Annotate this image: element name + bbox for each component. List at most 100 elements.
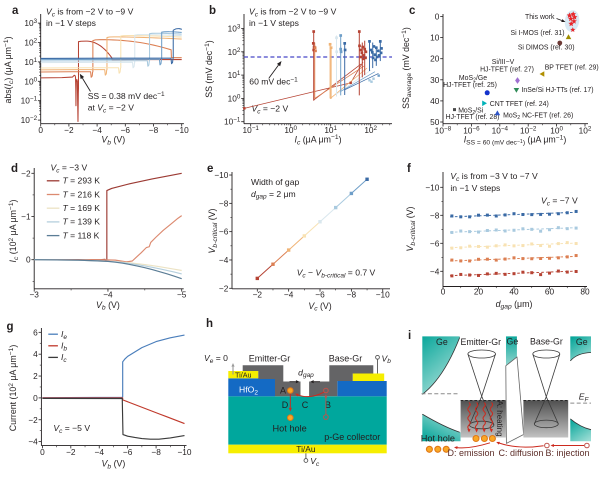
svg-text:C: C (302, 400, 309, 410)
svg-text:in −1 V steps: in −1 V steps (450, 183, 500, 193)
svg-text:InSe/Si HJ-TTs (ref. 17): InSe/Si HJ-TTs (ref. 17) (522, 87, 594, 94)
svg-text:100: 100 (550, 125, 563, 135)
svg-text:D: emission: D: emission (448, 448, 495, 458)
svg-text:Si DIMOS (ref. 30): Si DIMOS (ref. 30) (518, 44, 575, 51)
svg-text:Vc is from −2 V to −9 V: Vc is from −2 V to −9 V (46, 6, 134, 18)
svg-text:b: b (209, 5, 216, 17)
svg-text:60 mV dec−1: 60 mV dec−1 (249, 76, 298, 86)
svg-text:10−8: 10−8 (435, 125, 452, 135)
svg-text:Vc = −2 V: Vc = −2 V (252, 104, 289, 116)
svg-text:Base-Gr: Base-Gr (530, 337, 563, 347)
svg-text:Ge: Ge (507, 337, 519, 347)
svg-text:10: 10 (430, 33, 440, 43)
svg-text:HJ-TFET (ref. 28): HJ-TFET (ref. 28) (446, 114, 500, 121)
svg-text:−4: −4 (95, 447, 105, 457)
svg-text:MoS2/Ge: MoS2/Ge (459, 75, 487, 84)
svg-text:Width of gap: Width of gap (251, 177, 299, 187)
svg-text:a: a (12, 5, 19, 17)
svg-text:10−1: 10−1 (242, 125, 259, 135)
svg-text:−2: −2 (28, 415, 38, 425)
svg-text:−8: −8 (430, 210, 440, 220)
svg-text:102: 102 (228, 47, 241, 57)
svg-text:−5: −5 (177, 289, 187, 299)
svg-text:100: 100 (24, 76, 37, 86)
svg-text:i: i (408, 330, 411, 342)
svg-text:A: A (280, 385, 286, 395)
svg-text:T = 216 K: T = 216 K (63, 189, 101, 199)
svg-text:−10: −10 (177, 447, 191, 457)
svg-text:C: diffusion: C: diffusion (499, 448, 544, 458)
svg-text:102: 102 (579, 125, 592, 135)
svg-text:Hot hole: Hot hole (273, 423, 307, 433)
svg-text:in −1 V steps: in −1 V steps (249, 18, 299, 28)
svg-text:dgap (μm): dgap (μm) (496, 299, 533, 311)
svg-text:T = 139 K: T = 139 K (63, 217, 101, 227)
svg-text:This work: This work (525, 14, 555, 21)
svg-text:Ge: Ge (576, 337, 588, 347)
svg-text:BP TFET (ref. 29): BP TFET (ref. 29) (545, 64, 599, 71)
svg-text:Ve = 0: Ve = 0 (204, 353, 228, 365)
svg-text:−6: −6 (219, 227, 229, 237)
svg-text:Hot hole: Hot hole (421, 433, 455, 443)
svg-text:−4: −4 (430, 266, 440, 276)
svg-text:SSaverage (mV dec−1): SSaverage (mV dec−1) (401, 27, 413, 109)
svg-text:−6: −6 (430, 238, 440, 248)
svg-text:e: e (207, 163, 213, 175)
svg-text:50: 50 (430, 117, 440, 127)
svg-text:0: 0 (441, 287, 446, 297)
svg-text:g: g (7, 321, 14, 333)
svg-text:10−6: 10−6 (463, 125, 480, 135)
svg-text:f: f (407, 163, 411, 175)
svg-text:−6: −6 (315, 289, 325, 299)
svg-text:10−1: 10−1 (21, 96, 38, 106)
svg-text:−6: −6 (123, 447, 133, 457)
svg-text:T = 118 K: T = 118 K (63, 230, 100, 240)
svg-text:SS (mV dec−1): SS (mV dec−1) (204, 40, 214, 98)
svg-text:10−2: 10−2 (21, 115, 38, 125)
svg-text:Emitter-Gr: Emitter-Gr (461, 337, 502, 347)
svg-text:HJ-TFET (ref. 25): HJ-TFET (ref. 25) (443, 82, 497, 89)
svg-text:10−2: 10−2 (520, 125, 537, 135)
svg-text:−4: −4 (92, 125, 102, 135)
svg-text:80: 80 (580, 287, 590, 297)
svg-text:Vc is from −3 V to −7 V: Vc is from −3 V to −7 V (450, 171, 538, 183)
svg-text:Vc (V): Vc (V) (308, 301, 331, 313)
svg-text:101: 101 (324, 125, 337, 135)
svg-text:40: 40 (430, 96, 440, 106)
svg-text:102: 102 (24, 38, 37, 48)
svg-text:Vb (V): Vb (V) (96, 300, 120, 312)
svg-text:MoS2/Si: MoS2/Si (458, 107, 484, 116)
svg-text:−4: −4 (284, 289, 294, 299)
svg-text:Ge: Ge (436, 337, 448, 347)
svg-text:102: 102 (364, 125, 377, 135)
svg-text:0: 0 (435, 12, 440, 22)
svg-text:ISS = 60 (mV dec−1) (μA μm−1): ISS = 60 (mV dec−1) (μA μm−1) (464, 134, 567, 146)
svg-text:Ic (102 μA μm−1): Ic (102 μA μm−1) (8, 199, 20, 262)
svg-text:60: 60 (545, 287, 555, 297)
svg-text:100: 100 (284, 125, 297, 135)
svg-text:40: 40 (509, 287, 519, 297)
svg-text:Vb-critical (V): Vb-critical (V) (207, 208, 219, 253)
svg-text:4: 4 (33, 349, 38, 359)
svg-text:0: 0 (33, 393, 38, 403)
svg-text:Vb (V): Vb (V) (102, 459, 126, 471)
svg-text:−1: −1 (21, 212, 31, 222)
svg-text:−4: −4 (28, 437, 38, 447)
svg-text:101: 101 (24, 57, 37, 67)
svg-text:100: 100 (228, 93, 241, 103)
svg-text:103: 103 (228, 24, 241, 34)
svg-text:Ie: Ie (61, 329, 67, 341)
svg-text:10−4: 10−4 (492, 125, 509, 135)
svg-text:101: 101 (228, 70, 241, 80)
svg-text:c: c (409, 5, 416, 17)
svg-text:−6: −6 (121, 125, 131, 135)
svg-text:dgap = 2 μm: dgap = 2 μm (251, 189, 296, 201)
svg-text:Vc: Vc (310, 456, 320, 468)
svg-text:at Vc = −2 V: at Vc = −2 V (88, 102, 135, 114)
svg-text:MoS2 NC-FET (ref. 26): MoS2 NC-FET (ref. 26) (503, 112, 573, 121)
svg-text:in −1 V steps: in −1 V steps (46, 18, 96, 28)
svg-text:Vc is from −2 V to −9 V: Vc is from −2 V to −9 V (249, 6, 337, 18)
svg-text:A: heating: A: heating (495, 401, 504, 437)
svg-text:−8: −8 (219, 198, 229, 208)
svg-text:D: D (282, 400, 289, 410)
